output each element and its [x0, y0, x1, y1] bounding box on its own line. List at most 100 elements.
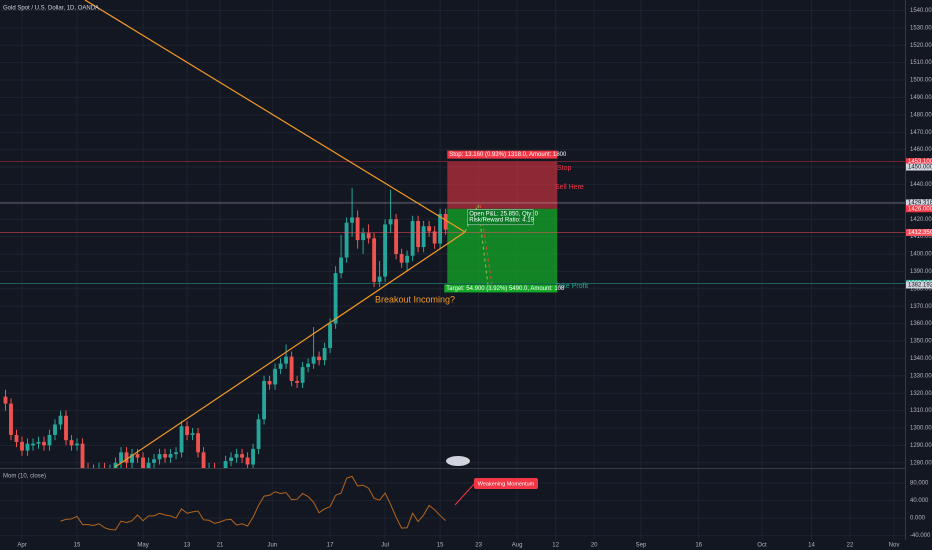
candle-body — [185, 426, 189, 435]
x-tick-label: Jul — [381, 543, 389, 549]
candle-body — [410, 220, 415, 256]
y-tick-label: 1480.00 — [910, 112, 932, 118]
candle-body — [267, 381, 272, 385]
candle-body — [80, 443, 85, 468]
candle-body — [284, 356, 289, 364]
y-tick-label: 1510.00 — [910, 60, 932, 66]
candle-body — [31, 443, 35, 446]
candle-body — [421, 226, 426, 248]
x-tick-label: Apr — [17, 543, 26, 549]
candle-body — [289, 356, 294, 382]
candle-body — [75, 443, 79, 446]
indicator-label: Mom (10, close) — [3, 474, 46, 480]
y-tick-label: 1440.00 — [910, 182, 932, 188]
y-tick-label: 1520.00 — [910, 43, 932, 49]
x-tick-label: 22 — [847, 543, 854, 549]
annotation-pointer — [454, 483, 475, 506]
candle-body — [113, 462, 118, 468]
level-label: 1382.192 — [908, 283, 932, 289]
y-tick-label: 1460.00 — [910, 147, 932, 153]
candle-body — [427, 226, 432, 232]
candle-body — [141, 457, 145, 468]
candle-body — [124, 452, 129, 463]
candle-body — [201, 452, 206, 468]
candle-body — [229, 457, 233, 462]
info-box — [467, 209, 534, 226]
annotation: Stop — [557, 165, 572, 172]
icon[interactable] — [446, 456, 470, 466]
candle-body — [273, 368, 278, 385]
candle-body — [443, 213, 448, 230]
level-tag — [906, 158, 932, 166]
candle-body — [223, 461, 228, 468]
trendline — [84, 0, 466, 233]
y-tick-label: 1300.00 — [910, 426, 932, 432]
y-tick-label: 1330.00 — [910, 373, 932, 379]
indicator-pane — [60, 475, 446, 531]
x-tick-label: Oct — [757, 543, 767, 549]
momentum-line — [60, 475, 446, 531]
candle-body — [146, 462, 151, 468]
y-tick-label: 1340.00 — [910, 356, 932, 362]
candle-body — [388, 219, 393, 225]
x-tick-label: 13 — [184, 543, 191, 549]
x-tick-label: 16 — [695, 543, 702, 549]
candle-body — [69, 440, 74, 446]
level-tag — [906, 205, 932, 213]
candle-body — [383, 224, 388, 277]
y-tick-label: -40.000 — [910, 533, 931, 539]
candle-body — [190, 433, 195, 435]
candle-body — [311, 356, 316, 364]
stop-label-box — [447, 150, 558, 159]
info-label: Open P&L: 25.850, Qty: 0 — [469, 211, 538, 217]
candle-body — [295, 381, 300, 383]
candle-body — [119, 452, 123, 463]
candle-body — [432, 231, 437, 244]
candle-body — [196, 433, 200, 453]
x-tick-label: 12 — [552, 543, 559, 549]
y-tick-label: 1380.00 — [910, 286, 932, 292]
y-tick-label: 1530.00 — [910, 25, 932, 31]
annotation-box — [474, 478, 538, 489]
annotation: Weakening Momentum — [478, 481, 535, 487]
x-tick-label: 14 — [808, 543, 815, 549]
candle-body — [157, 454, 162, 460]
x-tick-label: Jun — [267, 543, 277, 549]
candle-body — [163, 454, 167, 458]
candle-body — [9, 403, 13, 435]
level-tag — [906, 229, 932, 237]
candle-body — [245, 457, 250, 465]
y-tick-label: 1310.00 — [910, 408, 932, 414]
candle-body — [322, 347, 327, 361]
target-label-box — [444, 284, 558, 293]
candle-body — [234, 454, 239, 458]
candle-body — [394, 219, 399, 255]
candle-body — [3, 396, 8, 404]
y-tick-label: 1350.00 — [910, 339, 932, 345]
candle-body — [328, 323, 333, 348]
annotation: Take Profit — [555, 283, 588, 290]
candle-body — [135, 454, 140, 458]
candle-body — [306, 363, 311, 368]
candle-body — [20, 441, 24, 451]
candle-body — [58, 415, 63, 425]
candle-body — [42, 441, 46, 446]
candle-body — [240, 454, 244, 458]
level-tag — [906, 281, 932, 289]
x-tick-label: Sep — [636, 543, 647, 549]
y-tick-label: 1500.00 — [910, 78, 932, 84]
candle-body — [416, 220, 421, 248]
level-label: 1412.350 — [908, 230, 932, 236]
candle-body — [47, 434, 52, 446]
y-tick-label: 1540.00 — [910, 8, 932, 14]
trendline — [114, 231, 466, 468]
y-tick-label: 0.000 — [910, 516, 926, 522]
candle-body — [251, 448, 255, 465]
candle-body — [438, 213, 443, 244]
level-tag — [906, 163, 932, 171]
candle-body — [377, 276, 382, 282]
candle-body — [179, 426, 184, 453]
candle-body — [339, 257, 344, 274]
x-tick-label: 15 — [74, 543, 81, 549]
y-tick-label: 1410.00 — [910, 234, 932, 240]
